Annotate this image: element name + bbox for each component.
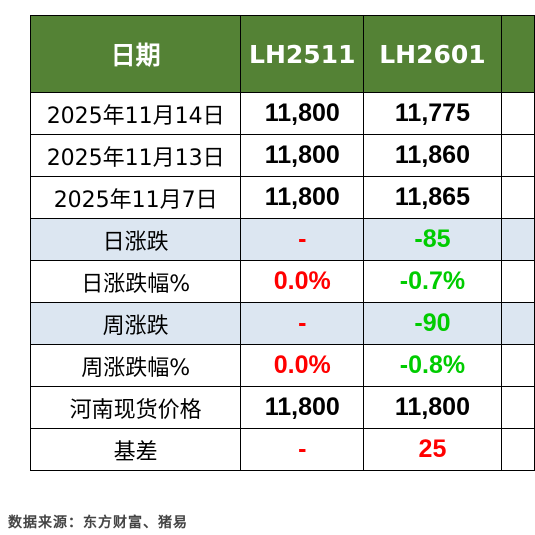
lh2511-value: - <box>240 302 365 345</box>
table-row: 日涨跌幅% 0.0% -0.7% <box>29 260 535 303</box>
table-row: 日涨跌 - -85 <box>29 218 535 261</box>
header-lh2601: LH2601 <box>363 15 502 93</box>
table-row: 基差 - 25 <box>29 428 535 471</box>
lh2511-value: 11,800 <box>240 92 365 135</box>
lh2511-value: - <box>240 428 365 471</box>
row-label: 日涨跌幅% <box>29 260 242 303</box>
data-source-note: 数据来源：东方财富、猪易 <box>8 515 188 531</box>
lh2511-value: 11,800 <box>240 134 365 177</box>
next-contract-value <box>500 344 535 387</box>
row-label: 日涨跌 <box>29 218 242 261</box>
futures-price-table: 日期 LH2511 LH2601 2025年11月14日 11,800 11,7… <box>29 15 535 471</box>
lh2601-value: -85 <box>363 218 502 261</box>
lh2601-value: 11,800 <box>363 386 502 429</box>
next-contract-value <box>500 260 535 303</box>
table-header-row: 日期 LH2511 LH2601 <box>29 15 535 93</box>
lh2601-value: -0.8% <box>363 344 502 387</box>
lh2511-value: 0.0% <box>240 260 365 303</box>
row-label: 2025年11月13日 <box>29 134 242 177</box>
lh2511-value: - <box>240 218 365 261</box>
next-contract-value <box>500 218 535 261</box>
lh2601-value: -90 <box>363 302 502 345</box>
table-row: 周涨跌幅% 0.0% -0.8% <box>29 344 535 387</box>
next-contract-value <box>500 302 535 345</box>
next-contract-value <box>500 134 535 177</box>
row-label: 2025年11月14日 <box>29 92 242 135</box>
next-contract-value <box>500 386 535 429</box>
row-label: 河南现货价格 <box>29 386 242 429</box>
header-lh2511: LH2511 <box>240 15 365 93</box>
lh2601-value: 11,775 <box>363 92 502 135</box>
next-contract-value <box>500 176 535 219</box>
lh2601-value: 25 <box>363 428 502 471</box>
row-label: 周涨跌幅% <box>29 344 242 387</box>
lh2511-value: 0.0% <box>240 344 365 387</box>
table-row: 2025年11月13日 11,800 11,860 <box>29 134 535 177</box>
table-row: 河南现货价格 11,800 11,800 <box>29 386 535 429</box>
row-label: 基差 <box>29 428 242 471</box>
row-label: 2025年11月7日 <box>29 176 242 219</box>
table-row: 2025年11月7日 11,800 11,865 <box>29 176 535 219</box>
next-contract-value <box>500 428 535 471</box>
table-row: 2025年11月14日 11,800 11,775 <box>29 92 535 135</box>
lh2511-value: 11,800 <box>240 386 365 429</box>
lh2601-value: -0.7% <box>363 260 502 303</box>
lh2511-value: 11,800 <box>240 176 365 219</box>
header-next-contract <box>500 15 535 93</box>
header-date: 日期 <box>29 15 242 93</box>
lh2601-value: 11,865 <box>363 176 502 219</box>
lh2601-value: 11,860 <box>363 134 502 177</box>
table-row: 周涨跌 - -90 <box>29 302 535 345</box>
row-label: 周涨跌 <box>29 302 242 345</box>
next-contract-value <box>500 92 535 135</box>
